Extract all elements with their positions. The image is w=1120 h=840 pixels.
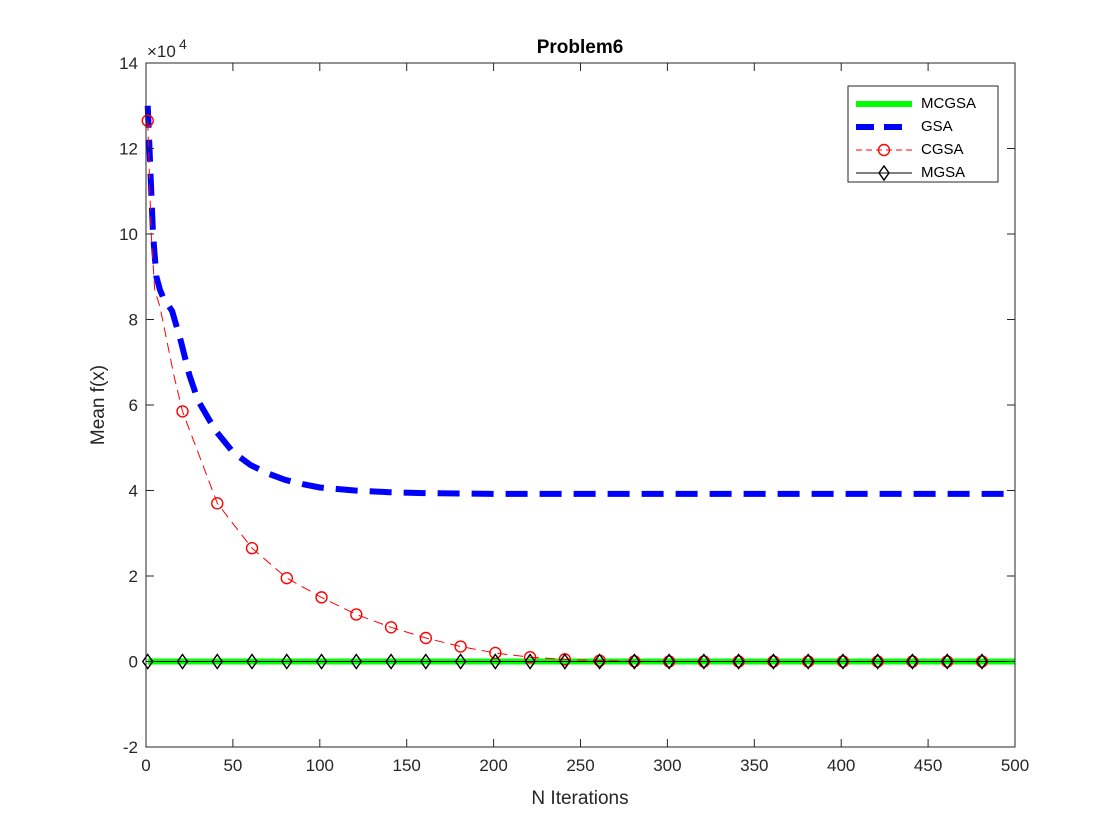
cgsa-marker <box>489 646 502 660</box>
legend-label: MCGSA <box>921 95 976 112</box>
mgsa-marker <box>211 653 224 670</box>
mgsa-marker <box>524 653 536 670</box>
mgsa-marker <box>941 653 954 670</box>
x-axis-ticks: 0 50 100 150 200 250 300 350 400 450 500 <box>141 63 1029 775</box>
mgsa-marker <box>628 653 641 670</box>
y-tick-label: -2 <box>123 738 138 757</box>
mgsa-marker <box>767 653 780 670</box>
series-gsa <box>144 105 1015 497</box>
mgsa-marker <box>802 653 815 670</box>
cgsa-marker <box>315 591 328 604</box>
mgsa-marker <box>663 653 675 670</box>
y-tick-label: 8 <box>129 311 138 330</box>
series-mgsa <box>141 653 1015 670</box>
mgsa-marker <box>315 653 328 670</box>
y-tick-label: 10 <box>119 225 138 244</box>
mgsa-marker <box>837 653 849 670</box>
cgsa-marker <box>211 497 224 510</box>
x-axis-label: N Iterations <box>531 788 628 809</box>
mgsa-marker <box>454 653 467 670</box>
y-tick-label: 6 <box>129 396 138 415</box>
y-tick-label: 2 <box>129 567 138 586</box>
cgsa-marker <box>280 571 293 585</box>
x-tick-label: 100 <box>306 756 334 775</box>
mgsa-marker <box>141 653 154 670</box>
x-tick-label: 350 <box>740 756 768 775</box>
mgsa-marker <box>732 653 745 670</box>
x-tick-label: 50 <box>223 756 242 775</box>
mgsa-marker <box>489 653 502 670</box>
mgsa-marker <box>558 653 571 670</box>
y-axis-label: Mean f(x) <box>88 365 109 445</box>
cgsa-marker <box>350 608 363 621</box>
mgsa-marker <box>698 653 710 670</box>
cgsa-marker <box>176 405 189 418</box>
mgsa-marker <box>246 653 258 670</box>
mgsa-marker <box>385 653 397 670</box>
x-tick-label: 450 <box>914 756 942 775</box>
legend-label: CGSA <box>921 141 964 158</box>
mgsa-marker <box>976 653 988 670</box>
legend-label: MGSA <box>921 164 965 181</box>
x-tick-label: 400 <box>827 756 855 775</box>
series-layer <box>141 105 1015 670</box>
cgsa-marker <box>877 143 891 157</box>
mgsa-marker <box>878 164 890 182</box>
y-exponent-power: 4 <box>179 36 187 52</box>
cgsa-marker <box>523 651 537 664</box>
x-tick-label: 500 <box>1001 756 1029 775</box>
y-tick-label: 12 <box>119 140 138 159</box>
mgsa-marker <box>280 653 293 670</box>
mgsa-marker <box>350 653 363 670</box>
y-tick-label: 14 <box>119 54 138 73</box>
mgsa-marker <box>871 653 884 670</box>
y-exponent: ×10 4 <box>147 36 187 61</box>
mgsa-marker <box>419 653 432 670</box>
mgsa-marker <box>176 653 189 670</box>
chart-title: Problem6 <box>537 37 624 58</box>
legend-label: GSA <box>921 118 953 135</box>
y-exponent-base: ×10 <box>147 42 176 61</box>
y-tick-label: 4 <box>129 482 138 501</box>
cgsa-marker <box>141 114 154 127</box>
y-tick-label: 0 <box>129 653 138 672</box>
mgsa-marker <box>906 653 919 670</box>
cgsa-marker <box>419 631 433 645</box>
x-tick-label: 250 <box>566 756 594 775</box>
x-tick-label: 200 <box>479 756 507 775</box>
legend: MCGSA GSA CGSA MGSA <box>847 85 999 183</box>
gsa-line <box>144 105 1015 497</box>
x-tick-label: 0 <box>141 756 150 775</box>
mgsa-marker <box>593 653 606 670</box>
x-tick-label: 300 <box>653 756 681 775</box>
y-axis-ticks: -2 0 2 4 6 8 10 12 14 <box>119 54 1015 757</box>
cgsa-marker <box>384 621 398 634</box>
cgsa-marker <box>245 542 259 555</box>
x-tick-label: 150 <box>393 756 421 775</box>
cgsa-marker <box>454 640 467 653</box>
